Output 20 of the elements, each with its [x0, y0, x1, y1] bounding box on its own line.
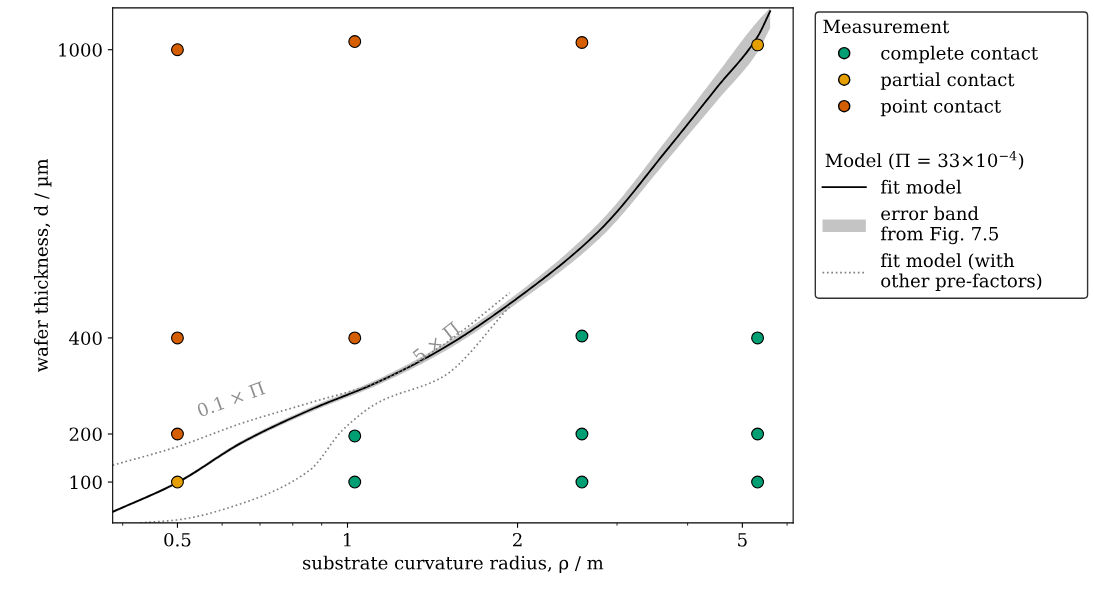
text: Model (Π = 33×10$^{−4}$)	[825, 150, 1024, 170]
legend-title: Measurement	[823, 19, 950, 34]
legend-label: complete contact	[881, 45, 1038, 64]
y-axis-title: wafer thickness, d / µm	[33, 158, 52, 373]
x-tick-label: 0.5	[164, 532, 191, 547]
x-tick-label: 2	[513, 532, 522, 547]
legend-label: point contact	[880, 99, 1001, 117]
legend-label: partial contact	[880, 72, 1015, 90]
x-axis-title: substrate curvature radius, ρ / m	[303, 555, 604, 574]
x-tick-label: 5	[738, 533, 747, 547]
annotation: 0.1 × Π	[196, 381, 266, 418]
text: error band from Fig. 7.5	[880, 206, 999, 245]
annotation: 5 × Π	[412, 321, 461, 364]
y-tick-label: 100	[70, 475, 102, 490]
y-tick-label: 200	[69, 427, 102, 442]
x-tick-label: 1	[343, 532, 351, 547]
y-tick-label: 400	[69, 331, 102, 346]
legend-label: fit model (with other pre-factors)	[880, 253, 1042, 291]
legend-label: fit model	[880, 179, 962, 194]
y-tick-label: 1000	[59, 43, 102, 57]
